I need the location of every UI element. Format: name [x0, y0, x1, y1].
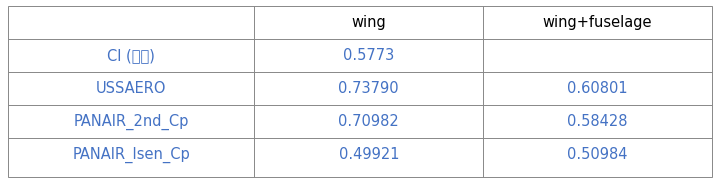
Text: wing: wing [351, 15, 386, 30]
Text: wing+fuselage: wing+fuselage [543, 15, 652, 30]
Text: 0.50984: 0.50984 [567, 147, 628, 162]
Text: 0.60801: 0.60801 [567, 81, 628, 96]
Text: 0.58428: 0.58428 [567, 114, 628, 129]
Text: 0.5773: 0.5773 [343, 48, 395, 63]
Text: 0.73790: 0.73790 [338, 81, 399, 96]
Text: PANAIR_2nd_Cp: PANAIR_2nd_Cp [73, 113, 189, 130]
Text: 0.49921: 0.49921 [338, 147, 399, 162]
Text: USSAERO: USSAERO [96, 81, 166, 96]
Text: PANAIR_Isen_Cp: PANAIR_Isen_Cp [72, 146, 190, 163]
Text: 0.70982: 0.70982 [338, 114, 399, 129]
Text: Cl (이론): Cl (이론) [107, 48, 155, 63]
